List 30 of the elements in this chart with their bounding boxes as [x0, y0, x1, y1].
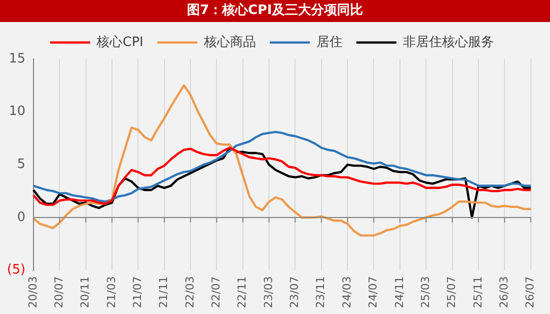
x-tick-label: 23/03 — [262, 276, 275, 308]
x-tick-label: 26/07 — [524, 276, 537, 308]
legend-label: 核心CPI — [96, 34, 144, 50]
y-tick-label: 10 — [8, 104, 26, 120]
x-tick-label: 22/11 — [236, 276, 249, 308]
x-tick-label: 20/07 — [52, 276, 66, 308]
y-tick-label: 15 — [8, 51, 26, 66]
x-tick-label: 21/11 — [157, 276, 170, 308]
legend-label: 居住 — [316, 34, 342, 50]
legend-label: 核心商品 — [202, 34, 256, 50]
x-tick-label: 25/03 — [418, 276, 432, 308]
x-tick-label: 22/07 — [210, 276, 223, 308]
x-tick-label: 20/11 — [78, 276, 92, 308]
x-tick-label: 24/03 — [340, 276, 354, 308]
x-tick-label: 23/07 — [288, 276, 302, 308]
legend-label: 非居住核心服务 — [402, 34, 494, 50]
x-tick-label: 24/11 — [392, 276, 406, 308]
chart-title: 图7：核心CPI及三大分项同比 — [0, 0, 550, 22]
y-tick-label: 0 — [17, 210, 26, 225]
x-tick-label: 25/07 — [445, 276, 458, 308]
x-tick-label: 26/03 — [497, 276, 510, 308]
x-tick-label: 24/07 — [366, 276, 380, 308]
x-tick-label: 25/11 — [471, 276, 484, 308]
x-tick-label: 21/07 — [130, 276, 144, 308]
x-tick-label: 21/03 — [104, 276, 118, 308]
x-tick-label: 22/03 — [183, 276, 196, 308]
y-tick-label: (5) — [6, 262, 26, 278]
x-tick-label: 23/11 — [314, 276, 328, 308]
y-tick-label: 5 — [17, 157, 26, 172]
x-tick-label: 20/03 — [26, 276, 40, 308]
